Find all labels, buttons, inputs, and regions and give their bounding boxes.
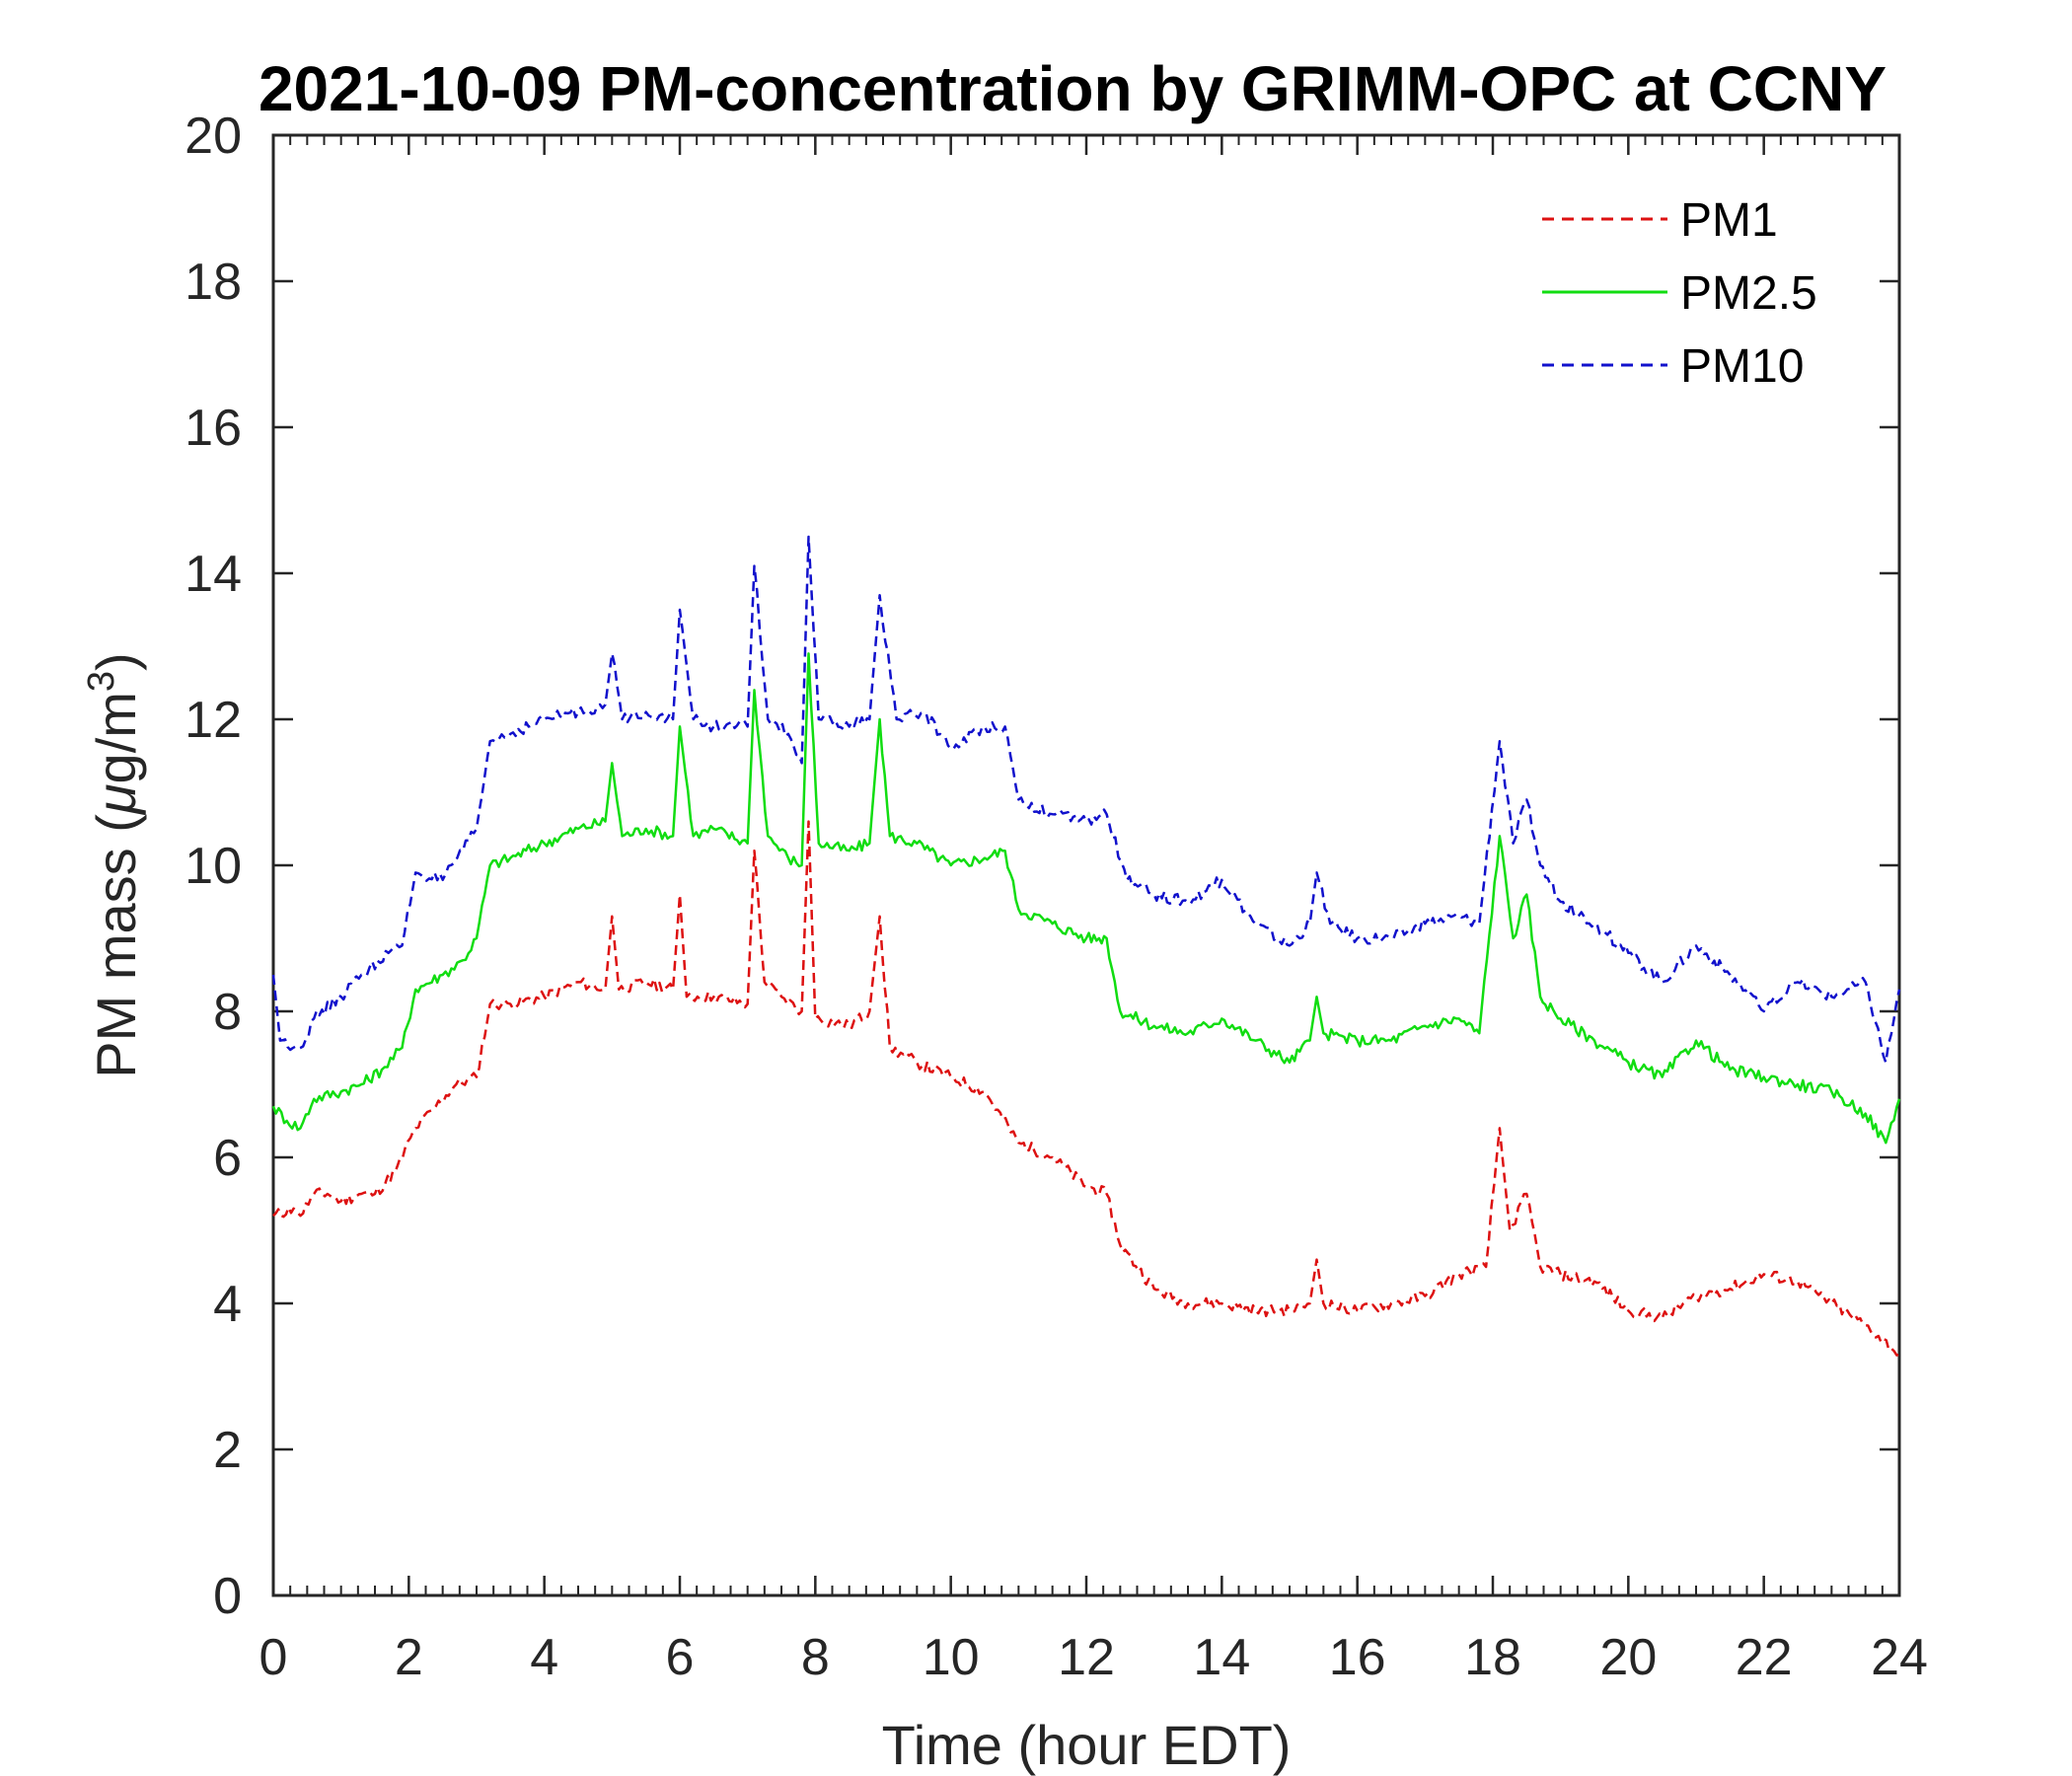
legend-label-pm2-5: PM2.5 (1680, 267, 1817, 320)
x-tick-label: 8 (801, 1629, 830, 1686)
series-line-pm2-5 (271, 652, 1901, 1145)
legend-label-pm1: PM1 (1680, 194, 1778, 247)
y-tick-label: 20 (185, 108, 242, 165)
series-layer (271, 535, 1901, 1357)
x-tick-label: 6 (666, 1629, 695, 1686)
y-axis-label-unit: g/m (85, 692, 147, 783)
y-tick-label: 2 (213, 1422, 242, 1479)
x-tick-label: 14 (1193, 1629, 1250, 1686)
y-tick-label: 4 (213, 1276, 242, 1333)
y-tick-label: 0 (213, 1568, 242, 1625)
major-ticks (271, 133, 1901, 1597)
legend: PM1 PM2.5 PM10 (1542, 194, 1817, 393)
x-tick-label: 24 (1871, 1629, 1928, 1686)
y-tick-label: 18 (185, 254, 242, 311)
x-tick-labels: 0 2 4 6 8 10 12 14 16 18 20 22 24 (259, 1629, 1928, 1686)
y-tick-label: 8 (213, 984, 242, 1041)
x-tick-label: 10 (923, 1629, 980, 1686)
x-tick-label: 18 (1464, 1629, 1521, 1686)
y-tick-label: 16 (185, 400, 242, 457)
y-axis-label-mu: μ (85, 783, 147, 816)
legend-label-pm10: PM10 (1680, 340, 1804, 393)
y-axis-label-suffix: ) (85, 652, 147, 671)
y-tick-label: 6 (213, 1130, 242, 1187)
x-axis-label: Time (hour EDT) (882, 1714, 1292, 1776)
y-axis-label-prefix: PM mass ( (85, 814, 147, 1078)
series-line-pm1 (272, 820, 1900, 1357)
y-tick-labels: 0 2 4 6 8 10 12 14 16 18 20 (185, 108, 242, 1625)
chart-title: 2021-10-09 PM-concentration by GRIMM-OPC… (259, 53, 1887, 124)
x-tick-label: 4 (530, 1629, 558, 1686)
x-tick-label: 12 (1058, 1629, 1115, 1686)
y-tick-label: 10 (185, 838, 242, 895)
y-tick-label: 14 (185, 546, 242, 603)
x-tick-label: 16 (1329, 1629, 1386, 1686)
y-axis-label: PM mass (μg/m3) (81, 652, 147, 1077)
series-line-pm10 (271, 535, 1901, 1065)
x-tick-label: 20 (1599, 1629, 1657, 1686)
x-tick-label: 2 (395, 1629, 423, 1686)
x-tick-label: 0 (259, 1629, 288, 1686)
y-axis-label-superscript: 3 (81, 671, 122, 692)
y-tick-label: 12 (185, 692, 242, 749)
x-tick-label: 22 (1736, 1629, 1793, 1686)
